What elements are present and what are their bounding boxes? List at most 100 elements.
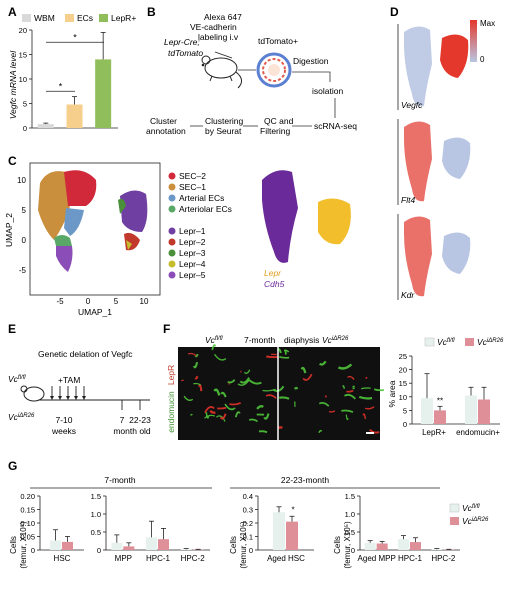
sig-star: ** bbox=[437, 397, 443, 406]
y-tick-label: 15 bbox=[19, 51, 27, 60]
feature-ec-cluster bbox=[404, 121, 432, 202]
bar bbox=[123, 546, 135, 550]
bar bbox=[421, 398, 433, 424]
vessel-stroke bbox=[239, 370, 242, 373]
legend-ko: VciΔR26 bbox=[462, 516, 489, 526]
x-category-label: HPC-1 bbox=[146, 554, 171, 563]
g-ylabels: Cells (femur, X10⁵) Cells (femur, X10⁵) … bbox=[9, 521, 352, 569]
bar bbox=[146, 537, 157, 550]
y-tick-label: 0 bbox=[403, 420, 407, 429]
vessel-stroke bbox=[204, 406, 215, 414]
y-tick-label: 5 bbox=[23, 100, 27, 109]
bar bbox=[286, 521, 298, 550]
g-subchart: 1.5 1.0 0.5 0 MPP HPC-1 HPC-2 bbox=[91, 492, 210, 563]
vessel-stroke bbox=[219, 413, 227, 420]
vessel-stroke bbox=[237, 379, 250, 386]
panel-b-workflow: Lepr-Cre; tdTomato Alexa 647 VE-cadherin… bbox=[146, 12, 357, 136]
genotype-ctrl: Vcfl/fl bbox=[8, 374, 26, 384]
alexa-label-2: VE-cadherin bbox=[190, 22, 237, 32]
y-tick-label: 0.05 bbox=[20, 533, 35, 542]
vessel-stroke bbox=[318, 401, 330, 407]
legend-swatch-ctrl bbox=[424, 337, 435, 347]
y-tick-label: 10 bbox=[399, 393, 407, 402]
alexa-label-3: labeling i.v bbox=[198, 32, 239, 42]
age-end-unit: month old bbox=[113, 426, 151, 436]
vessel-stroke bbox=[266, 355, 279, 359]
age-end: 22-23 bbox=[129, 415, 151, 425]
feature-gene-label: Vegfc bbox=[401, 100, 423, 110]
bar bbox=[478, 399, 490, 424]
cluster-lepr4 bbox=[126, 240, 132, 250]
legend-label: Lepr–4 bbox=[179, 259, 206, 269]
vessel-stroke bbox=[209, 410, 216, 414]
vessel-icon bbox=[256, 52, 292, 88]
vessel-stroke bbox=[362, 413, 367, 420]
vessel-stroke bbox=[346, 389, 354, 393]
legend-swatch-wbm bbox=[22, 14, 31, 22]
feature-lepr-cluster bbox=[442, 137, 471, 179]
bar bbox=[111, 542, 123, 550]
header-ko: VciΔR26 bbox=[322, 335, 349, 345]
legend-swatch-lepr bbox=[99, 14, 108, 22]
bar bbox=[410, 542, 421, 550]
vessel-stroke bbox=[337, 363, 353, 370]
g4-ylabel-1: Cells bbox=[333, 536, 342, 554]
bar bbox=[158, 539, 169, 550]
vessel-stroke bbox=[215, 415, 226, 422]
y-tick-label: 0.3 bbox=[243, 506, 253, 515]
cluster-lepr3 bbox=[118, 198, 126, 214]
ytick: -5 bbox=[19, 266, 27, 275]
legend-ctrl: Vcfl/fl bbox=[437, 337, 455, 347]
umap-clusters bbox=[29, 162, 161, 296]
legend-dot bbox=[168, 249, 176, 257]
panel-label-d: D bbox=[390, 5, 399, 19]
y-tick-label: 0 bbox=[23, 124, 27, 133]
legend-ko: VciΔR26 bbox=[477, 337, 504, 347]
vessel-stroke bbox=[300, 366, 307, 374]
y-tick-label: 5 bbox=[403, 406, 407, 415]
vessel-stroke bbox=[302, 373, 313, 381]
vessel-stroke bbox=[318, 360, 327, 366]
panel-label-f: F bbox=[163, 322, 170, 336]
panel-f-chart: 25 20 15 10 5 0 LepR+ endomucin+ ** bbox=[399, 352, 501, 437]
vessel-stroke bbox=[342, 385, 346, 389]
panel-g-legend: Vcfl/fl VciΔR26 bbox=[449, 503, 489, 526]
vessel-stroke bbox=[193, 382, 201, 386]
bar bbox=[273, 512, 285, 550]
vessel-stroke bbox=[347, 375, 355, 381]
panel-a-chart: 0 5 10 15 20 * * bbox=[19, 26, 118, 133]
umap-xlabel: UMAP_1 bbox=[78, 307, 112, 317]
legend-label: SEC–1 bbox=[179, 182, 206, 192]
bar bbox=[95, 59, 112, 128]
y-tick-label: 1.0 bbox=[91, 510, 101, 519]
vessel-stroke bbox=[198, 384, 203, 392]
tam-arrow-head bbox=[50, 396, 54, 400]
vessel-stroke bbox=[369, 428, 380, 434]
vessel-stroke bbox=[279, 396, 290, 400]
x-category-label: HPC-1 bbox=[398, 554, 423, 563]
legend-swatch-ko bbox=[450, 517, 459, 525]
micrograph-vessels bbox=[180, 344, 384, 434]
y-tick-label: 0.5 bbox=[91, 528, 101, 537]
g4-ylabel-2: (femur, X10⁵) bbox=[343, 521, 352, 569]
overlay-lepr bbox=[318, 198, 351, 245]
x-category-label: Aged MPP bbox=[358, 554, 396, 563]
vessel-stroke bbox=[229, 402, 242, 406]
panel-f-legend: Vcfl/fl VciΔR26 bbox=[424, 337, 504, 347]
tam-label: +TAM bbox=[58, 375, 80, 385]
scale-bar bbox=[366, 432, 374, 434]
legend-dot bbox=[168, 172, 176, 180]
vessel-stroke bbox=[192, 361, 199, 369]
x-category-label: HPC-2 bbox=[181, 554, 206, 563]
tam-arrow-head bbox=[82, 396, 86, 400]
bar bbox=[431, 549, 443, 550]
legend-dot bbox=[168, 183, 176, 191]
vessel-stroke bbox=[328, 410, 336, 413]
vessel-stroke bbox=[262, 388, 276, 392]
legend-label: Lepr–3 bbox=[179, 248, 206, 258]
bar bbox=[37, 124, 54, 128]
x-category-label: endomucin+ bbox=[456, 428, 500, 437]
tam-arrows bbox=[50, 386, 141, 410]
ytick: 5 bbox=[22, 206, 27, 215]
